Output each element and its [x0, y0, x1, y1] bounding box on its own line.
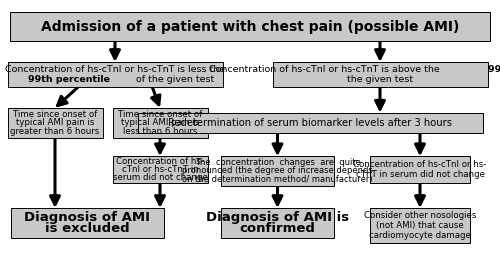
- Text: is excluded: is excluded: [45, 222, 130, 235]
- FancyBboxPatch shape: [8, 108, 102, 138]
- Text: confirmed: confirmed: [240, 222, 316, 235]
- Text: cardiomyocyte damage: cardiomyocyte damage: [369, 231, 471, 240]
- Text: Redetermination of serum biomarker levels after 3 hours: Redetermination of serum biomarker level…: [168, 118, 452, 128]
- Text: Concentration of hs-cTnI or hs-cTnT is above the: Concentration of hs-cTnI or hs-cTnT is a…: [208, 65, 442, 74]
- FancyBboxPatch shape: [112, 156, 208, 183]
- Text: Time since onset of: Time since onset of: [118, 110, 202, 119]
- Text: on the determination method/ manufacturer): on the determination method/ manufacture…: [182, 175, 373, 184]
- Text: Diagnosis of AMI is: Diagnosis of AMI is: [206, 211, 349, 223]
- Text: Admission of a patient with chest pain (possible AMI): Admission of a patient with chest pain (…: [41, 20, 459, 34]
- FancyBboxPatch shape: [370, 208, 470, 243]
- Text: The  concentration  changes  are  quite: The concentration changes are quite: [194, 158, 360, 167]
- FancyBboxPatch shape: [10, 12, 490, 41]
- FancyBboxPatch shape: [272, 62, 488, 88]
- Text: (not AMI) that cause: (not AMI) that cause: [376, 221, 464, 230]
- FancyBboxPatch shape: [370, 156, 470, 183]
- FancyBboxPatch shape: [11, 208, 164, 238]
- Text: serum did not change: serum did not change: [112, 173, 208, 182]
- FancyBboxPatch shape: [222, 156, 334, 186]
- Text: Time since onset of: Time since onset of: [13, 110, 97, 119]
- Text: 99th percentile of the given test: 99th percentile of the given test: [38, 75, 192, 84]
- Text: Concentration of hs-cTnI or hs-cTnT is less the: Concentration of hs-cTnI or hs-cTnT is l…: [5, 65, 225, 74]
- Text: typical AMI pain is: typical AMI pain is: [16, 118, 94, 127]
- Text: Diagnosis of AMI: Diagnosis of AMI: [24, 211, 150, 223]
- Text: 99th percentile: 99th percentile: [488, 65, 500, 74]
- Text: Concentration of hs-cTnI or hs-cTnT is above the 99th percentile of: Concentration of hs-cTnI or hs-cTnT is a…: [221, 65, 500, 74]
- FancyBboxPatch shape: [222, 208, 334, 238]
- Text: Consider other nosologies: Consider other nosologies: [364, 211, 476, 220]
- FancyBboxPatch shape: [8, 62, 222, 88]
- FancyBboxPatch shape: [138, 113, 482, 133]
- FancyBboxPatch shape: [112, 108, 208, 138]
- Text: 99th percentile: 99th percentile: [28, 75, 110, 84]
- Text: the given test: the given test: [347, 75, 413, 84]
- Text: pronounced (the degree of increase depends: pronounced (the degree of increase depen…: [182, 166, 373, 175]
- Text: cTnI or hs-cTnT in: cTnI or hs-cTnT in: [122, 165, 198, 174]
- Text: Concentration of hs-cTnI or hs-: Concentration of hs-cTnI or hs-: [354, 160, 486, 169]
- Text: of the given test: of the given test: [134, 75, 214, 84]
- Text: Concentration of hs-: Concentration of hs-: [116, 158, 204, 166]
- Text: less than 6 hours: less than 6 hours: [123, 127, 197, 136]
- Text: greater than 6 hours: greater than 6 hours: [10, 127, 100, 136]
- Text: cTnT in serum did not change: cTnT in serum did not change: [356, 170, 484, 179]
- Text: typical AMI pain is: typical AMI pain is: [121, 118, 199, 127]
